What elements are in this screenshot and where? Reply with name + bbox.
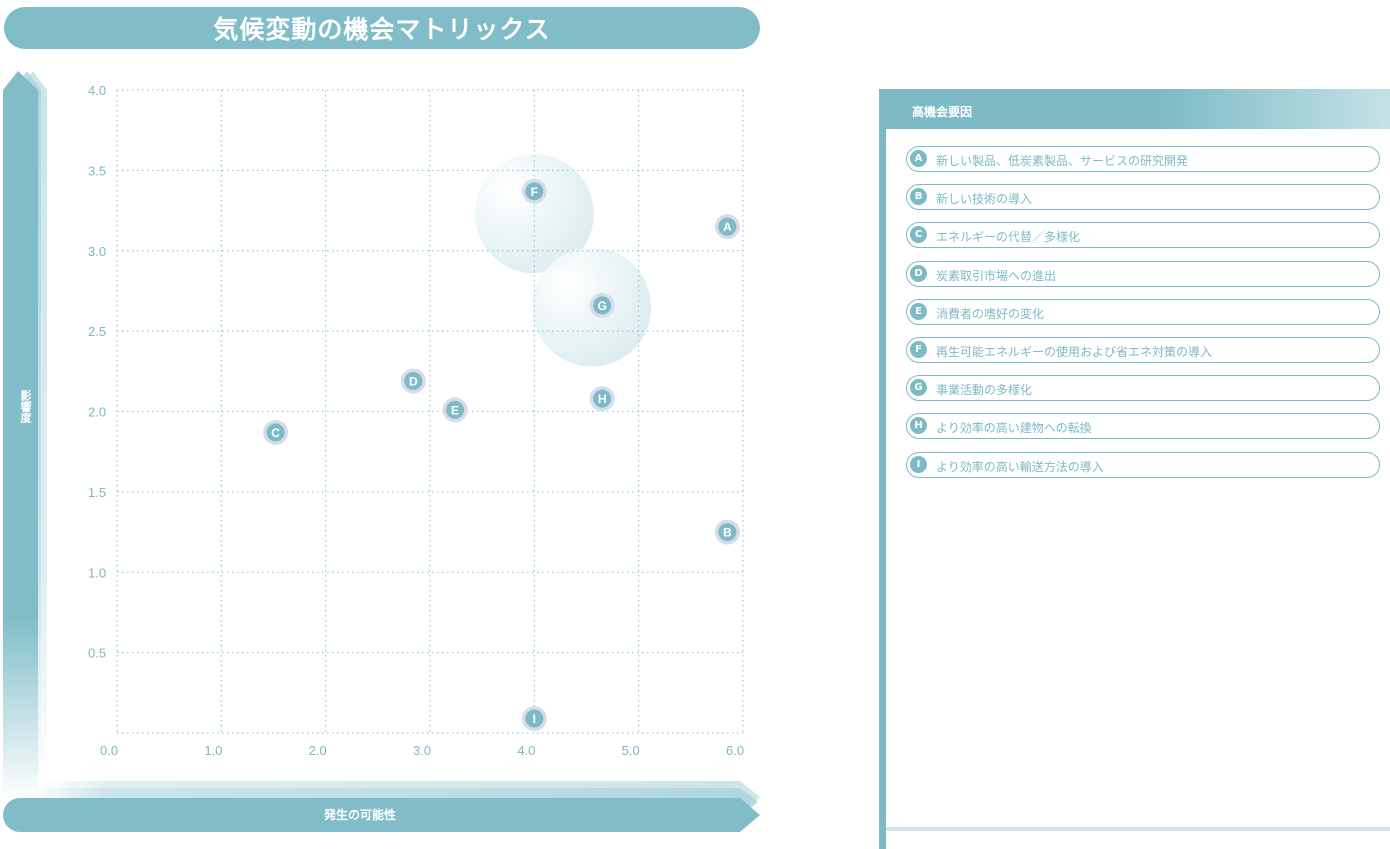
legend-item-label: エネルギーの代替／多様化 [936,230,1081,245]
legend-border [879,89,886,849]
legend-item-label: より効率の高い建物への転換 [936,421,1092,436]
y-tick-label: 3.0 [88,244,106,259]
y-tick-label: 2.5 [88,324,106,339]
point-d [404,371,423,390]
point-label-i: I [533,712,536,726]
point-c [266,423,285,442]
x-tick-label: 3.0 [413,743,431,758]
legend-badge: F [910,341,927,358]
point-label-h: H [598,392,607,406]
y-axis-label: 影響度 [19,390,32,423]
point-label-g: G [597,299,606,313]
legend-badge: H [910,417,927,435]
x-axis-label: 発生の可能性 [323,808,396,822]
legend-item-label: より効率の高い輸送方法の導入 [936,459,1104,474]
point-e [446,400,465,419]
legend-badge: D [910,264,927,282]
legend-item-label: 炭素取引市場への進出 [936,268,1057,283]
point-a [718,217,737,236]
x-tick-label: 4.0 [517,743,535,758]
scatter-chart: 0.0 1.0 2.0 3.0 4.0 5.0 6.0 0.5 1.0 1.5 2.0 2.5 3.0 3… [88,83,744,758]
legend-item-d: D 炭素取引市場への進出 [906,260,1380,287]
legend-title: 高機会要因 [912,105,973,119]
point-label-e: E [451,403,459,417]
y-tick-label: 4.0 [88,83,106,98]
legend-footer [886,827,1390,831]
point-label-a: A [723,220,732,234]
legend-item-label: 再生可能エネルギーの使用および省エネ対策の導入 [936,345,1213,359]
point-label-d: D [409,374,418,388]
legend-badge: C [910,226,927,244]
legend-item-label: 事業活動の多様化 [936,383,1033,398]
point-label-f: F [531,185,538,199]
x-tick-label: 0.0 [100,743,118,758]
legend-item-f: F 再生可能エネルギーの使用および省エネ対策の導入 [906,337,1380,363]
legend-item-a: A 新しい製品、低炭素製品、サービスの研究開発 [906,146,1380,172]
chart-title: 気候変動の機会マトリックス [4,7,760,49]
legend-item-e: E 消費者の嗜好の変化 [906,298,1380,325]
legend-badge: B [910,188,927,206]
y-axis-arrow [3,71,47,800]
point-i [525,709,544,728]
point-label-c: C [271,426,280,440]
legend-header [879,89,1390,129]
legend-item-label: 新しい製品、低炭素製品、サービスの研究開発 [936,154,1189,168]
point-h [593,389,612,408]
legend-badge: G [910,379,927,397]
legend-item-label: 消費者の嗜好の変化 [936,306,1045,321]
point-g [593,296,612,315]
y-tick-label: 0.5 [88,646,106,661]
legend-item-label: 新しい技術の導入 [936,192,1033,207]
legend-item-c: C エネルギーの代替／多様化 [906,222,1380,249]
y-tick-label: 2.0 [88,405,106,420]
x-tick-label: 2.0 [309,743,327,758]
legend-badge: A [910,150,927,167]
legend-item-i: I より効率の高い輸送方法の導入 [906,451,1380,478]
legend-panel: 高機会要因 A 新しい製品、低炭素製品、サービスの研究開発 B 新しい技術の導入 C エネ… [879,89,1390,849]
point-label-b: B [723,526,732,540]
point-f [525,182,544,201]
point-b [718,523,737,542]
y-tick-label: 1.5 [88,485,106,500]
legend-item-b: B 新しい技術の導入 [906,184,1380,211]
legend-item-h: H より効率の高い建物への転換 [906,413,1380,440]
highlight-circle-1 [474,154,594,274]
legend-badge: I [910,455,927,473]
legend-badge: E [910,302,927,320]
x-axis-arrow [3,781,760,832]
y-tick-label: 3.5 [88,163,106,178]
x-tick-label: 1.0 [204,743,222,758]
legend-item-g: G 事業活動の多様化 [906,375,1380,402]
x-tick-label: 6.0 [726,743,744,758]
x-tick-label: 5.0 [622,743,640,758]
y-tick-label: 1.0 [88,565,106,580]
